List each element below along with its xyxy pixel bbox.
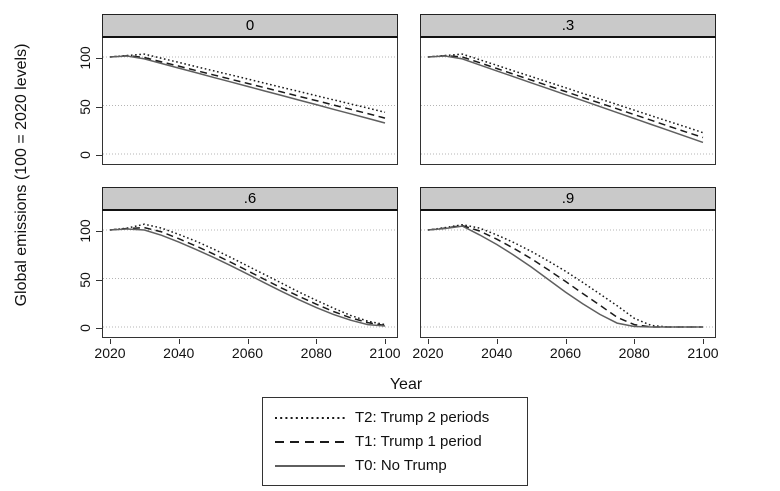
- legend-row-t1: T1: Trump 1 period: [275, 433, 515, 450]
- legend-row-t2: T2: Trump 2 periods: [275, 409, 515, 426]
- x-tick-label: 2080: [618, 345, 650, 361]
- panel-point3-plot: [420, 38, 716, 165]
- x-tick-label: 2060: [231, 345, 264, 361]
- panel-point6-header: .6: [102, 187, 398, 211]
- x-tick-mark: [703, 339, 704, 344]
- x-axis-title: Year: [389, 376, 423, 393]
- t1-dashed-line-sample: [275, 440, 345, 443]
- y-tick-label: 100: [77, 219, 93, 243]
- panel-point9: .9: [420, 187, 716, 338]
- x-tick-label: 2060: [549, 345, 582, 361]
- y-tick-label: 0: [77, 151, 93, 159]
- x-tick-mark: [178, 339, 180, 344]
- x-tick-label: 2020: [412, 345, 444, 361]
- panel-point3-plot-svg: [421, 53, 715, 155]
- x-tick-label: 2040: [481, 345, 513, 361]
- panel-point9-plot: [420, 211, 716, 338]
- y-axis-title: Global emissions (100 = 2020 levels): [13, 43, 30, 307]
- legend-label-t1: T1: Trump 1 period: [355, 433, 482, 450]
- x-tick-label: 2040: [163, 345, 195, 361]
- x-tick-mark: [247, 339, 249, 344]
- panel-point6-title: .6: [243, 190, 257, 207]
- panel-point6-plot-svg: [103, 223, 397, 328]
- panel-0: 0: [102, 14, 398, 165]
- x-tick-mark: [385, 339, 386, 344]
- panel-point9-title: .9: [561, 190, 575, 207]
- panel-0-plot: [102, 38, 398, 165]
- x-tick-label: 2100: [369, 345, 401, 361]
- panel-point3-header: .3: [420, 14, 716, 38]
- t2-dotted-line-sample: [275, 416, 345, 419]
- panel-point3: .3: [420, 14, 716, 165]
- t0-solid-line-sample: [275, 464, 345, 467]
- x-tick-mark: [496, 339, 498, 344]
- legend-label-t0: T0: No Trump: [355, 457, 447, 474]
- y-tick-label: 0: [77, 324, 93, 332]
- x-tick-label: 2020: [94, 345, 126, 361]
- x-tick-mark: [565, 339, 567, 344]
- legend-label-t2: T2: Trump 2 periods: [355, 409, 490, 426]
- panel-0-header: 0: [102, 14, 398, 38]
- panel-point3-title: .3: [561, 17, 575, 34]
- panel-point9-header: .9: [420, 187, 716, 211]
- y-tick-label: 100: [77, 46, 93, 70]
- x-tick-mark: [316, 339, 318, 344]
- legend: T2: Trump 2 periods T1: Trump 1 period T…: [262, 397, 528, 486]
- y-tick-label: 50: [77, 271, 93, 288]
- y-tick-label: 50: [77, 98, 93, 115]
- panel-point6-plot: [102, 211, 398, 338]
- panel-0-plot-svg: [103, 53, 397, 155]
- x-tick-label: 2100: [687, 345, 719, 361]
- panel-0-title: 0: [245, 17, 255, 34]
- legend-row-t0: T0: No Trump: [275, 457, 515, 474]
- x-tick-mark: [110, 339, 111, 344]
- x-tick-mark: [634, 339, 636, 344]
- panel-point6: .6: [102, 187, 398, 338]
- panel-point9-plot-svg: [421, 223, 715, 328]
- x-tick-label: 2080: [300, 345, 332, 361]
- x-tick-mark: [428, 339, 429, 344]
